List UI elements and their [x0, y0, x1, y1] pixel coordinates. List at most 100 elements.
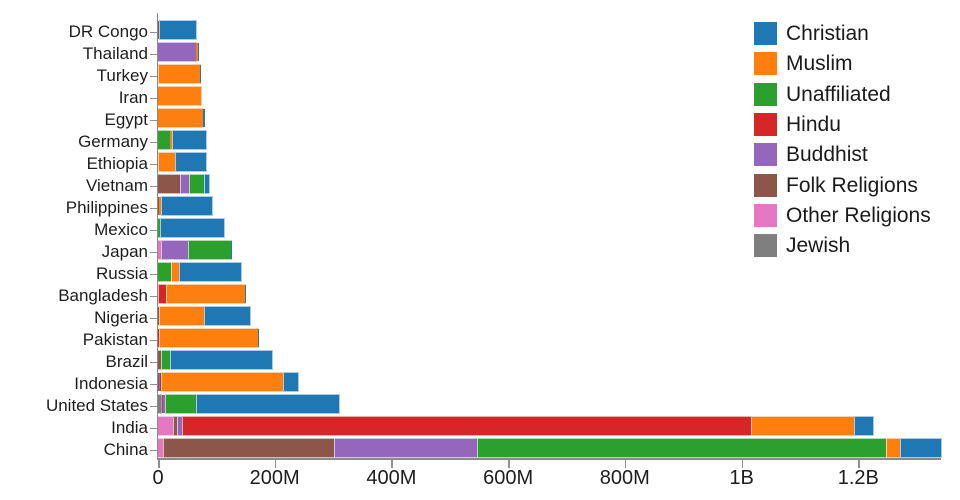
bar-segment-buddhist — [161, 240, 189, 259]
x-tick-200m — [274, 459, 277, 468]
bar-segment-christian — [161, 218, 225, 237]
legend-swatch-unaffiliated — [754, 82, 777, 106]
y-axis-label-vietnam: Vietnam — [85, 175, 148, 195]
bar-segment-christian — [230, 240, 232, 259]
y-axis-label-pakistan: Pakistan — [82, 329, 148, 349]
bar-segment-jewish — [158, 394, 162, 413]
bar-segment-folk-religions — [174, 416, 178, 435]
y-axis-label-bangladesh: Bangladesh — [58, 285, 148, 305]
y-axis-label-germany: Germany — [78, 131, 148, 151]
bar-egypt — [158, 108, 941, 127]
legend-label-muslim: Muslim — [786, 52, 853, 76]
legend-swatch-buddhist — [754, 143, 777, 167]
bar-nigeria — [158, 306, 941, 325]
y-tick-iran — [149, 97, 157, 99]
legend-swatch-folk-religions — [754, 173, 777, 197]
bar-segment-muslim — [195, 394, 198, 413]
y-axis-label-ethiopia: Ethiopia — [86, 153, 148, 173]
bar-bangladesh — [158, 284, 941, 303]
bar-pakistan — [158, 328, 941, 347]
bar-segment-unaffiliated — [158, 218, 162, 237]
bar-segment-christian — [159, 20, 197, 39]
x-axis-label-0: 0 — [152, 467, 164, 489]
bar-thailand — [158, 42, 941, 61]
bar-segment-muslim — [159, 328, 258, 347]
x-tick-0 — [158, 459, 160, 468]
legend-label-hindu: Hindu — [786, 112, 841, 136]
legend-label-unaffiliated: Unaffiliated — [786, 82, 891, 106]
bar-segment-muslim — [158, 20, 160, 39]
bar-segment-muslim — [170, 130, 174, 149]
y-axis-line — [156, 13, 158, 458]
bar-segment-unaffiliated — [158, 262, 172, 281]
y-axis-label-russia: Russia — [96, 263, 148, 283]
y-tick-brazil — [149, 361, 157, 363]
bar-segment-hindu — [164, 394, 167, 413]
bar-segment-christian — [284, 372, 298, 391]
bar-segment-christian — [205, 174, 210, 193]
bar-segment-unaffiliated — [158, 64, 159, 83]
x-tick-800m — [624, 459, 627, 468]
bar-segment-hindu — [183, 416, 752, 435]
bar-segment-christian — [170, 350, 272, 369]
x-tick-1b — [741, 459, 744, 468]
y-tick-turkey — [149, 75, 157, 77]
bar-japan — [158, 240, 941, 259]
bar-segment-muslim — [158, 108, 203, 127]
legend-label-folk-religions: Folk Religions — [786, 173, 918, 197]
x-tick-1-2b — [858, 459, 860, 468]
bar-segment-muslim — [751, 416, 855, 435]
bar-mexico — [158, 218, 941, 237]
bar-segment-christian — [176, 152, 207, 171]
bar-segment-buddhist — [158, 42, 196, 61]
x-axis-label-800m: 800M — [599, 467, 650, 489]
bar-segment-christian — [173, 130, 207, 149]
y-tick-mexico — [149, 229, 157, 231]
bar-indonesia — [158, 372, 941, 391]
bar-segment-christian — [854, 416, 873, 435]
y-axis-label-dr-congo: DR Congo — [68, 21, 148, 41]
bar-segment-unaffiliated — [751, 416, 752, 435]
bar-turkey — [158, 64, 941, 83]
bar-segment-buddhist — [335, 438, 478, 457]
x-axis-label-200m: 200M — [249, 467, 300, 489]
bar-philippines — [158, 196, 941, 215]
bar-segment-unaffiliated — [477, 438, 887, 457]
legend-label-other-religions: Other Religions — [786, 203, 931, 227]
y-tick-bangladesh — [149, 295, 157, 297]
y-tick-united-states — [149, 405, 157, 407]
y-tick-vietnam — [149, 185, 157, 187]
bar-brazil — [158, 350, 941, 369]
bar-dr-congo — [158, 20, 941, 39]
bar-segment-christian — [901, 438, 941, 457]
y-axis-label-japan: Japan — [101, 241, 148, 261]
x-axis-line — [156, 458, 941, 460]
legend-label-buddhist: Buddhist — [786, 143, 868, 167]
bar-segment-buddhist — [162, 394, 165, 413]
bar-segment-christian — [202, 108, 206, 127]
bar-ethiopia — [158, 152, 941, 171]
legend-swatch-jewish — [754, 234, 777, 258]
y-axis-label-nigeria: Nigeria — [94, 307, 148, 327]
bar-segment-muslim — [886, 438, 902, 457]
y-axis-label-egypt: Egypt — [104, 109, 148, 129]
bar-segment-muslim — [162, 372, 285, 391]
y-axis-label-philippines: Philippines — [65, 197, 148, 217]
y-axis-label-thailand: Thailand — [82, 43, 148, 63]
bar-segment-buddhist — [181, 174, 190, 193]
bar-segment-muslim — [158, 86, 202, 105]
x-axis-label-400m: 400M — [366, 467, 417, 489]
bar-segment-buddhist — [177, 416, 184, 435]
bar-segment-unaffiliated — [189, 174, 206, 193]
x-tick-400m — [391, 459, 393, 468]
bar-segment-folk-religions — [158, 152, 160, 171]
y-tick-dr-congo — [149, 31, 157, 33]
bar-segment-other-religions — [158, 416, 175, 435]
bar-segment-folk-religions — [158, 350, 162, 369]
bar-vietnam — [158, 174, 941, 193]
bar-united-states — [158, 394, 941, 413]
bar-segment-unaffiliated — [158, 130, 171, 149]
legend-label-jewish: Jewish — [786, 234, 851, 258]
bar-segment-christian — [197, 394, 340, 413]
y-axis-label-india: India — [111, 417, 148, 437]
